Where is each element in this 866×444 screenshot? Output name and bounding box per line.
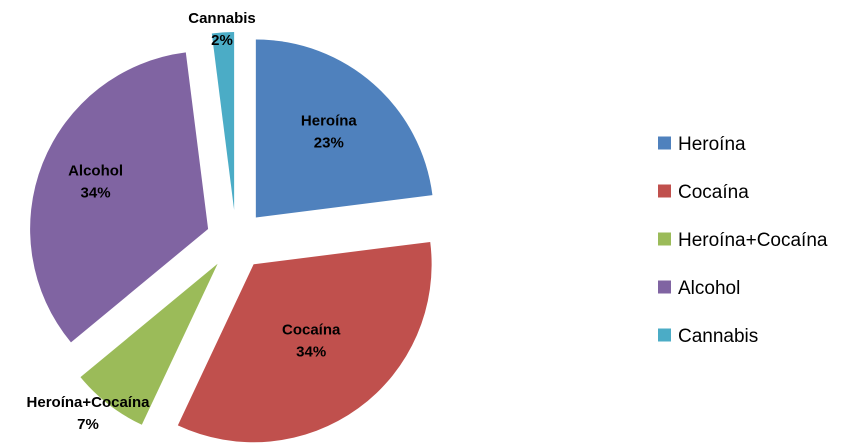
- slice-value-heroina-cocaina: 7%: [77, 416, 99, 433]
- pie-slices: [30, 32, 433, 443]
- pie-slice-cannabis: [211, 32, 235, 211]
- slice-label-alcohol: Alcohol: [68, 162, 123, 179]
- legend-swatch-alcohol: [658, 280, 671, 294]
- slice-value-alcohol: 34%: [81, 184, 111, 201]
- slice-value-heroina: 23%: [314, 135, 344, 152]
- legend-label-heroina-cocaina: Heroína+Cocaína: [678, 230, 828, 251]
- legend: Heroína Cocaína Heroína+Cocaína Alcohol Cann…: [658, 134, 828, 347]
- legend-swatch-cannabis: [658, 328, 671, 342]
- slice-label-cannabis: Cannabis: [188, 10, 256, 27]
- slice-label-heroina-cocaina: Heroína+Cocaína: [27, 394, 151, 411]
- pie-slice-heroina: [255, 39, 433, 218]
- legend-label-cannabis: Cannabis: [678, 326, 758, 347]
- pie-labels: Heroína 23% Cocaína 34% Heroína+Cocaína 7% Alc…: [27, 10, 358, 433]
- legend-label-alcohol: Alcohol: [678, 278, 740, 299]
- slice-value-cocaina: 34%: [296, 343, 326, 360]
- pie-slice-alcohol: [30, 52, 209, 343]
- legend-label-heroina: Heroína: [678, 134, 746, 155]
- pie-slice-cocaina: [177, 241, 432, 443]
- slice-value-cannabis: 2%: [211, 32, 233, 49]
- slice-label-heroina: Heroína: [301, 113, 358, 130]
- legend-swatch-cocaina: [658, 184, 671, 198]
- legend-label-cocaina: Cocaína: [678, 182, 749, 203]
- pie-slice-heroina-cocaina: [80, 263, 218, 425]
- legend-swatch-heroina: [658, 136, 671, 150]
- legend-swatch-heroina-cocaina: [658, 232, 671, 246]
- slice-label-cocaina: Cocaína: [282, 321, 341, 338]
